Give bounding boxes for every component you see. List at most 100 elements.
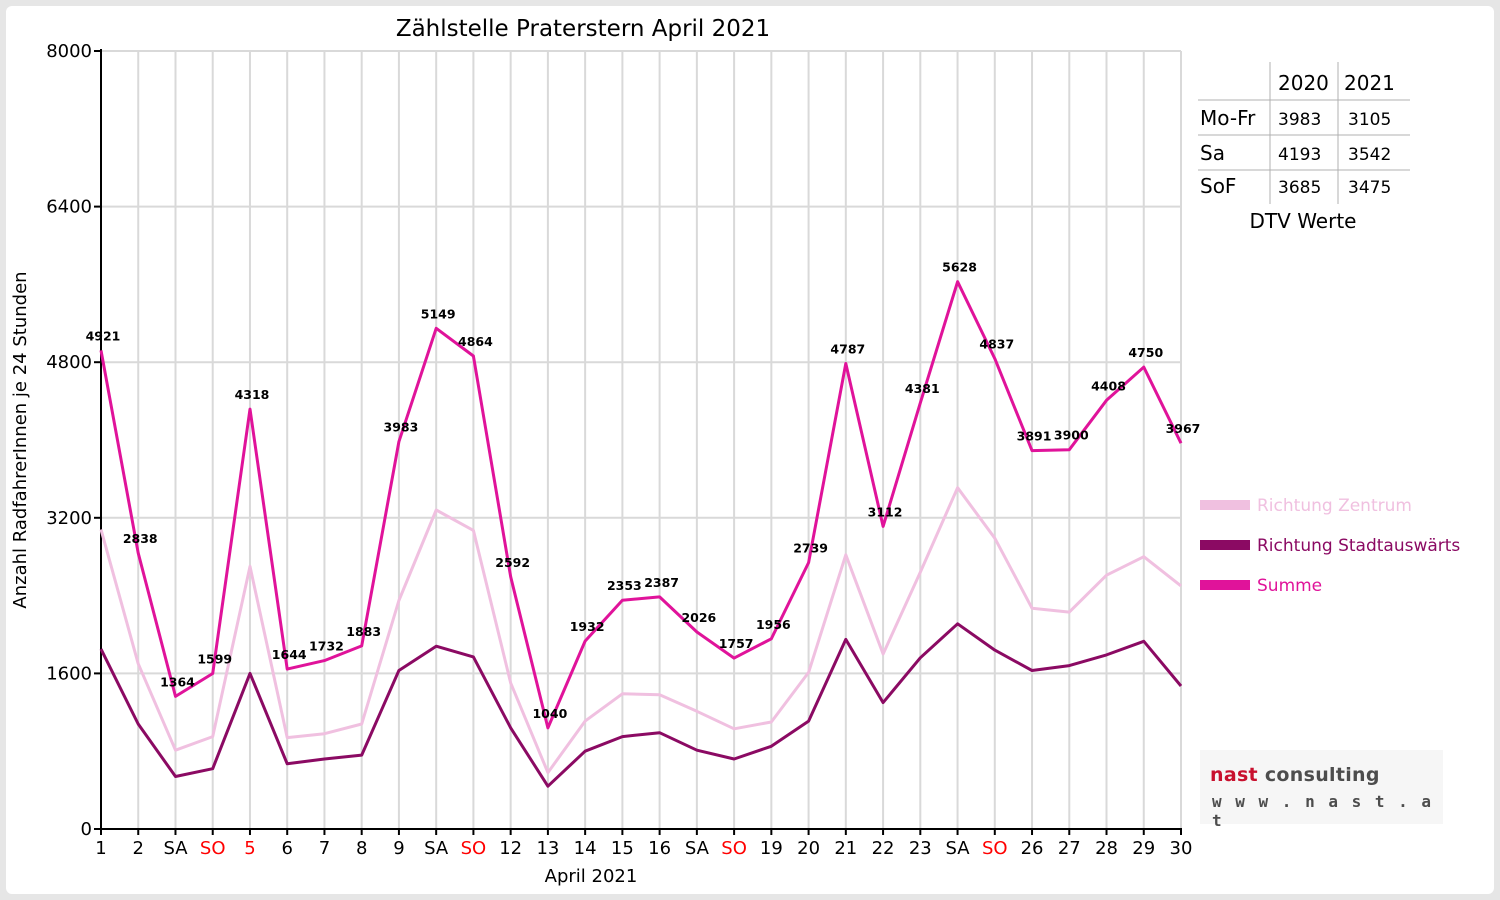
logo-name-part2: consulting <box>1257 764 1380 786</box>
legend-entry: Richtung Zentrum <box>1257 496 1412 516</box>
data-label: 4787 <box>830 341 865 356</box>
y-tick-label: 4800 <box>46 352 92 373</box>
table-cell: 4193 <box>1278 145 1321 165</box>
data-label: 2026 <box>681 610 716 625</box>
data-label: 2739 <box>793 541 828 556</box>
series-line <box>99 622 1183 788</box>
legend: Richtung Zentrum Richtung Stadtauswärts Su… <box>1200 496 1460 596</box>
data-label: 3967 <box>1166 421 1201 436</box>
x-tick-label: 1 <box>95 838 106 859</box>
legend-swatch <box>1200 540 1250 550</box>
x-tick-label: 12 <box>499 838 522 859</box>
logo-url: w w w . n a s t . a t <box>1212 792 1434 830</box>
y-tick-label: 8000 <box>46 41 92 62</box>
x-tick-label: 6 <box>281 838 292 859</box>
x-tick-label: 23 <box>909 838 932 859</box>
x-tick-label: SO <box>461 838 487 859</box>
x-tick-label: 22 <box>872 838 895 859</box>
chart-panel <box>6 6 1494 894</box>
x-axis-label: April 2021 <box>545 866 638 887</box>
x-tick-label: SO <box>721 838 747 859</box>
table-row-label: Sa <box>1200 141 1225 165</box>
table-cell: 3105 <box>1348 110 1391 130</box>
x-tick-label: 7 <box>319 838 330 859</box>
data-label: 2387 <box>644 575 679 590</box>
table-cell: 3475 <box>1348 178 1391 198</box>
x-tick-label: 28 <box>1095 838 1118 859</box>
x-tick-label: 30 <box>1170 838 1193 859</box>
x-tick-label: 29 <box>1132 838 1155 859</box>
series-line <box>99 280 1183 730</box>
nast-consulting-logo: nast consulting w w w . n a s t . a t <box>1200 750 1443 830</box>
logo-name-part1: nast <box>1210 764 1258 786</box>
data-label: 1883 <box>346 624 381 639</box>
data-label: 2592 <box>495 555 530 570</box>
data-label: 3891 <box>1017 429 1052 444</box>
y-tick-label: 3200 <box>46 508 92 529</box>
x-tick-label: 15 <box>611 838 634 859</box>
y-tick-label: 1600 <box>46 663 92 684</box>
table-row-label: SoF <box>1200 174 1236 198</box>
data-label: 5628 <box>942 260 977 275</box>
x-tick-label: SA <box>685 838 710 859</box>
data-label: 1932 <box>570 619 605 634</box>
x-tick-label: 27 <box>1058 838 1081 859</box>
data-label: 1757 <box>719 636 754 651</box>
legend-entry: Richtung Stadtauswärts <box>1257 536 1460 556</box>
y-tick-label: 0 <box>81 819 92 840</box>
data-label: 4837 <box>979 337 1014 352</box>
data-label: 1040 <box>532 706 567 721</box>
x-tick-label: SO <box>200 838 226 859</box>
table-caption: DTV Werte <box>1250 209 1357 233</box>
table-cell: 3542 <box>1348 145 1391 165</box>
series-line <box>99 486 1182 775</box>
data-label: 4864 <box>458 334 493 349</box>
grid-lines <box>101 50 1182 829</box>
legend-swatch <box>1200 500 1250 510</box>
data-label: 2838 <box>123 531 158 546</box>
table-cell: 3983 <box>1278 110 1321 130</box>
table-header-2020: 2020 <box>1278 71 1329 95</box>
y-tick-label: 6400 <box>46 197 92 218</box>
y-axis-label: Anzahl RadfahrerInnen je 24 Stunden <box>10 271 31 608</box>
x-tick-label: 19 <box>760 838 783 859</box>
data-label: 1364 <box>160 674 195 689</box>
table-header-2021: 2021 <box>1344 71 1395 95</box>
x-tick-label: SA <box>946 838 971 859</box>
data-label: 4750 <box>1128 345 1163 360</box>
data-label: 4318 <box>235 387 270 402</box>
x-tick-label: 21 <box>834 838 857 859</box>
data-label: 1732 <box>309 639 344 654</box>
dtv-table: 2020 2021 Mo-Fr 3983 3105 Sa 4193 3542 S… <box>1198 62 1410 233</box>
data-label: 2353 <box>607 578 642 593</box>
x-tick-label: 8 <box>356 838 367 859</box>
data-label: 5149 <box>421 306 456 321</box>
data-label: 3900 <box>1054 428 1089 443</box>
data-label: 3112 <box>868 504 903 519</box>
x-tick-label: 2 <box>133 838 144 859</box>
legend-swatch <box>1200 580 1250 590</box>
data-label: 1956 <box>756 617 791 632</box>
table-cell: 3685 <box>1278 178 1321 198</box>
x-tick-label: 14 <box>574 838 597 859</box>
data-label: 4381 <box>905 381 940 396</box>
logo-name: nast consulting <box>1210 764 1380 786</box>
x-tick-label: 13 <box>536 838 559 859</box>
legend-entry: Summe <box>1257 576 1322 596</box>
x-tick-label: 20 <box>797 838 820 859</box>
series-lines <box>99 280 1183 788</box>
data-label: 1644 <box>272 647 307 662</box>
x-tick-label: 9 <box>393 838 404 859</box>
x-tick-label: SA <box>163 838 188 859</box>
data-label: 1599 <box>197 651 232 666</box>
x-tick-label: SA <box>424 838 449 859</box>
x-tick-label: 16 <box>648 838 671 859</box>
x-tick-label: 26 <box>1021 838 1044 859</box>
x-tick-label: 5 <box>244 838 255 859</box>
data-label: 3983 <box>384 420 419 435</box>
table-row-label: Mo-Fr <box>1200 106 1256 130</box>
chart-title: Zählstelle Praterstern April 2021 <box>396 16 770 42</box>
